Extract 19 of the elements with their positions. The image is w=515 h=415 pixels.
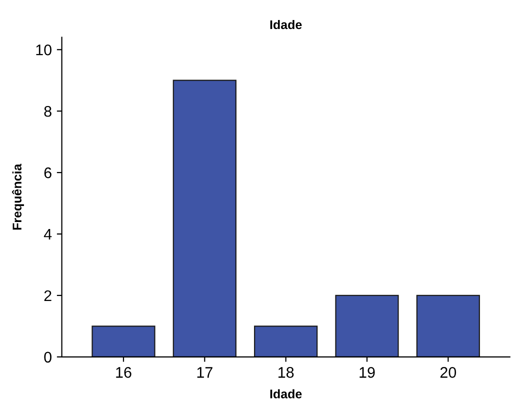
y-axis-title: Frequência <box>12 164 24 230</box>
y-tick-label: 10 <box>36 44 52 56</box>
y-tick-label: 4 <box>44 229 52 240</box>
bar <box>172 80 236 357</box>
bar <box>416 294 480 357</box>
x-tick-label: 16 <box>116 367 132 378</box>
bar <box>335 294 399 357</box>
x-axis-title: Idade <box>270 389 302 398</box>
x-tick-label: 18 <box>278 367 294 378</box>
x-tick-label: 17 <box>197 367 212 378</box>
y-tick-label: 0 <box>44 352 52 363</box>
bar <box>92 326 156 357</box>
x-tick-label: 20 <box>440 367 456 378</box>
y-tick-label: 8 <box>44 106 52 117</box>
y-tick-label: 6 <box>44 167 52 178</box>
y-tick-label: 2 <box>44 290 52 301</box>
x-tick-label: 19 <box>360 367 375 378</box>
chart-title: Idade <box>270 20 302 30</box>
bar <box>254 326 318 357</box>
